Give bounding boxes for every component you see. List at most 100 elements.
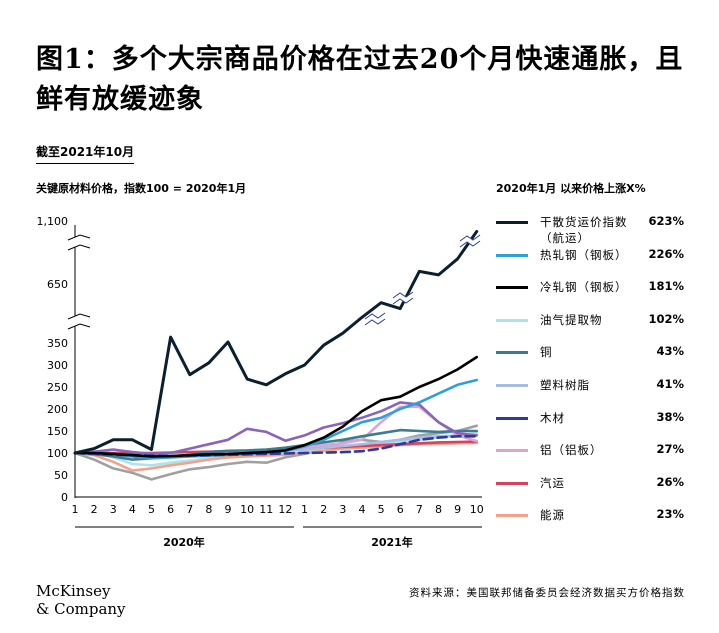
y-tick-label: 200 bbox=[47, 403, 68, 416]
legend-swatch bbox=[496, 449, 528, 453]
legend-value: 38% bbox=[656, 409, 684, 424]
series-line bbox=[73, 434, 479, 458]
series-break-gap bbox=[458, 235, 482, 247]
series-break-mark bbox=[392, 291, 414, 299]
year-label-2021: 2021年 bbox=[371, 535, 413, 549]
mckinsey-logo: McKinsey & Company bbox=[36, 582, 126, 618]
y-tick-label: 0 bbox=[61, 491, 68, 504]
x-tick-label: 4 bbox=[129, 503, 136, 516]
series-break-gap bbox=[363, 313, 387, 325]
y-tick-label: 150 bbox=[47, 425, 68, 438]
x-tick-label: 6 bbox=[167, 503, 174, 516]
x-tick-label: 11 bbox=[259, 503, 273, 516]
y-tick-label: 300 bbox=[47, 359, 68, 372]
axis-break-mark bbox=[67, 244, 91, 251]
y-tick-label: 650 bbox=[47, 278, 68, 291]
legend-value: 226% bbox=[648, 246, 684, 261]
year-label-2020: 2020年 bbox=[163, 535, 205, 549]
legend-label: 铜 bbox=[540, 345, 553, 360]
legend-item: 能源 23% bbox=[496, 505, 688, 535]
legend-item: 油气提取物 102% bbox=[496, 310, 688, 340]
y-tick-label: 350 bbox=[47, 337, 68, 350]
series-line bbox=[73, 230, 479, 455]
x-tick-label: 8 bbox=[435, 503, 442, 516]
legend-label: 汽运 bbox=[540, 475, 565, 490]
x-tick-label: 5 bbox=[148, 503, 155, 516]
series-break-gap bbox=[391, 292, 415, 304]
x-tick-label: 1 bbox=[301, 503, 308, 516]
x-tick-label: 10 bbox=[240, 503, 254, 516]
series-line bbox=[73, 428, 479, 461]
legend-value: 181% bbox=[648, 279, 684, 294]
legend-item: 热轧钢（钢板） 226% bbox=[496, 245, 688, 275]
series-line bbox=[73, 355, 479, 458]
legend-item: 冷轧钢（钢板） 181% bbox=[496, 277, 688, 307]
as-of-date: 截至2021年10月 bbox=[36, 143, 135, 164]
x-tick-label: 6 bbox=[397, 503, 404, 516]
legend-value: 26% bbox=[656, 474, 684, 489]
legend-swatch bbox=[496, 416, 528, 420]
y-tick-label: 1,100 bbox=[37, 215, 69, 228]
x-tick-label: 12 bbox=[278, 503, 292, 516]
x-tick-label: 7 bbox=[186, 503, 193, 516]
page-title: 图1：多个大宗商品价格在过去20个月快速通胀，且鲜有放缓迹象 bbox=[36, 44, 684, 115]
x-tick-label: 7 bbox=[416, 503, 423, 516]
legend-value: 41% bbox=[656, 377, 684, 391]
legend-swatch bbox=[496, 286, 528, 290]
axis-break-gap bbox=[67, 237, 89, 247]
series-line bbox=[73, 378, 479, 460]
legend-value: 23% bbox=[656, 507, 684, 522]
legend-item: 干散货运价指数（航运） 623% bbox=[496, 212, 688, 245]
legend-value: 43% bbox=[656, 344, 684, 359]
legend-swatch bbox=[496, 514, 528, 518]
y-tick-label: 100 bbox=[47, 447, 68, 460]
legend-item: 塑料树脂 41% bbox=[496, 375, 688, 405]
axis-break-gap bbox=[67, 316, 89, 326]
x-tick-label: 3 bbox=[339, 503, 346, 516]
series-break-mark bbox=[459, 234, 481, 242]
legend-label: 能源 bbox=[540, 508, 565, 523]
series-break-mark bbox=[392, 297, 414, 305]
y-tick-label: 250 bbox=[47, 381, 68, 394]
legend-item: 铜 43% bbox=[496, 342, 688, 372]
legend-item: 铝（铝板） 27% bbox=[496, 440, 688, 470]
legend-swatch bbox=[496, 384, 528, 387]
x-tick-label: 3 bbox=[110, 503, 117, 516]
series-break-mark bbox=[364, 318, 386, 326]
x-tick-label: 9 bbox=[454, 503, 461, 516]
legend-value: 27% bbox=[656, 442, 684, 457]
x-tick-label: 10 bbox=[470, 503, 484, 516]
legend-value: 102% bbox=[648, 311, 684, 326]
legend-value: 623% bbox=[648, 214, 684, 228]
x-tick-label: 2 bbox=[91, 503, 98, 516]
legend-swatch bbox=[496, 318, 528, 322]
y-tick-label: 50 bbox=[54, 469, 68, 482]
legend-label: 油气提取物 bbox=[540, 312, 603, 327]
legend-title: 2020年1月 以来价格上涨X% bbox=[496, 182, 646, 195]
x-tick-label: 2 bbox=[320, 503, 327, 516]
legend-item: 汽运 26% bbox=[496, 473, 688, 503]
x-tick-label: 5 bbox=[378, 503, 385, 516]
legend-item: 木材 38% bbox=[496, 408, 688, 438]
logo-line-2: & Company bbox=[36, 600, 126, 618]
chart-subtitle: 关键原材料价格，指数100 = 2020年1月 bbox=[36, 182, 247, 195]
axis-break-mark bbox=[67, 323, 91, 330]
legend-swatch bbox=[496, 253, 528, 257]
series-line bbox=[73, 401, 479, 456]
series-break-mark bbox=[364, 312, 386, 320]
legend-label: 木材 bbox=[540, 410, 565, 425]
x-tick-label: 1 bbox=[72, 503, 79, 516]
axis-break-mark bbox=[67, 234, 91, 241]
axis-break-mark bbox=[67, 313, 91, 320]
legend-label: 冷轧钢（钢板） bbox=[540, 280, 628, 295]
x-tick-label: 9 bbox=[225, 503, 232, 516]
series-break-mark bbox=[459, 240, 481, 248]
legend-label: 热轧钢（钢板） bbox=[540, 247, 628, 262]
legend-swatch bbox=[496, 221, 528, 224]
x-tick-label: 8 bbox=[205, 503, 212, 516]
legend-swatch bbox=[496, 481, 528, 485]
legend-swatch bbox=[496, 351, 528, 355]
x-tick-label: 4 bbox=[358, 503, 365, 516]
legend-label: 塑料树脂 bbox=[540, 378, 590, 392]
